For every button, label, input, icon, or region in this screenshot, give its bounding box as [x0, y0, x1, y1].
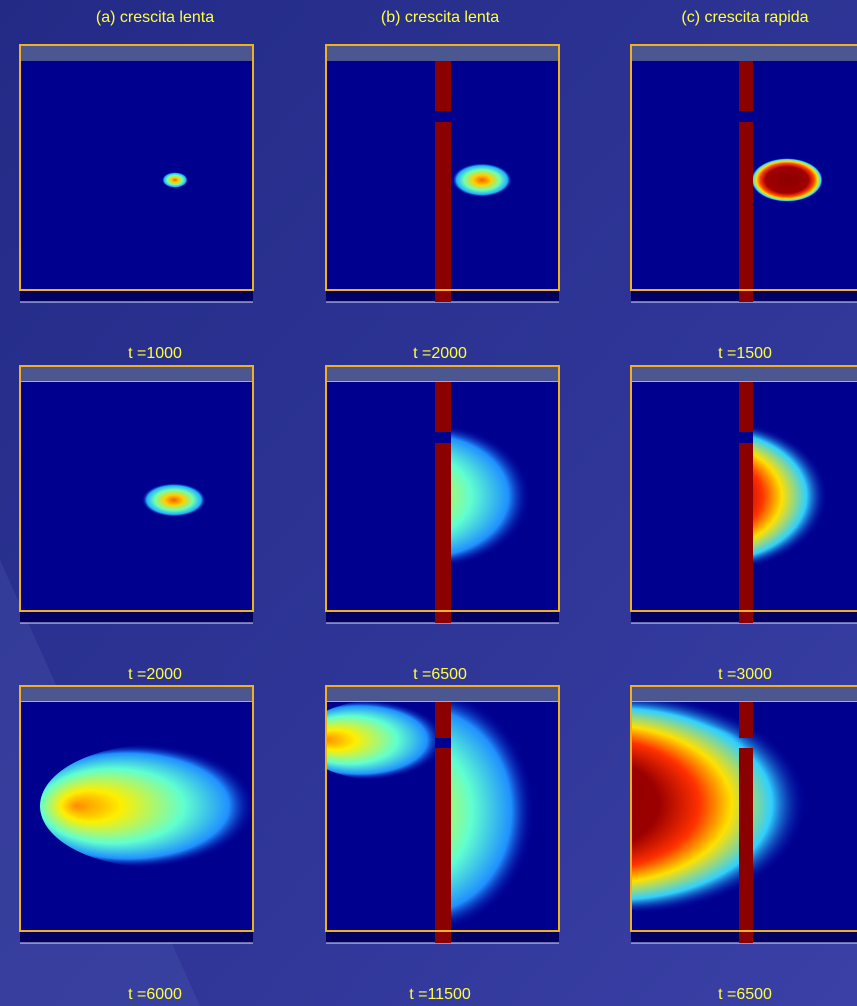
- simulation-panel: [19, 365, 254, 624]
- column-title: (b) crescita lenta: [381, 9, 499, 26]
- simulation-panel: [19, 685, 254, 944]
- panel-footer: [20, 611, 253, 623]
- growth-blob: [40, 744, 253, 868]
- heatmap: [20, 702, 253, 931]
- barrier-top: [435, 382, 451, 432]
- column-title: (a) crescita lenta: [96, 9, 214, 26]
- panel-footer: [20, 290, 253, 302]
- growth-blob: [142, 483, 206, 517]
- panel-header-strip: [631, 45, 857, 61]
- barrier-top: [739, 61, 753, 111]
- panel-header-strip: [20, 686, 253, 702]
- simulation-panel: [630, 365, 857, 624]
- growth-blob: [751, 158, 823, 202]
- time-label: t =2000: [413, 345, 467, 362]
- heatmap-background: [20, 61, 253, 290]
- time-label: t =6000: [128, 986, 182, 1003]
- panel-header-strip: [326, 45, 559, 61]
- simulation-panel: [325, 365, 560, 624]
- simulation-panel: [325, 44, 560, 303]
- barrier-bottom: [435, 443, 451, 623]
- panel-header-strip: [631, 366, 857, 382]
- time-label: t =3000: [718, 666, 772, 683]
- barrier-top: [435, 61, 451, 111]
- panel-frame: [325, 685, 560, 932]
- barrier-top: [739, 382, 753, 432]
- blob-clip: [451, 702, 556, 931]
- heatmap-background: [20, 382, 253, 611]
- panel-frame: [325, 365, 560, 612]
- time-label: t =6500: [718, 986, 772, 1003]
- simulation-panel: [19, 44, 254, 303]
- panel-footer: [20, 931, 253, 943]
- panel-frame: [630, 365, 857, 612]
- blob-clip: [753, 421, 857, 571]
- blob-clip: [326, 702, 435, 780]
- barrier-bottom: [739, 748, 753, 943]
- panel-header-strip: [326, 366, 559, 382]
- panel-frame: [630, 685, 857, 932]
- barrier-top: [739, 702, 753, 738]
- barrier-top: [435, 702, 451, 738]
- growth-blob: [451, 702, 556, 931]
- panel-header-strip: [631, 686, 857, 702]
- panel-frame: [19, 44, 254, 291]
- panel-header-strip: [20, 45, 253, 61]
- time-label: t =6500: [413, 666, 467, 683]
- panel-header-strip: [20, 366, 253, 382]
- column-title: (c) crescita rapida: [681, 9, 808, 26]
- simulation-panel: [325, 685, 560, 944]
- panel-frame: [19, 685, 254, 932]
- time-label: t =1500: [718, 345, 772, 362]
- heatmap: [326, 702, 559, 931]
- growth-blob: [326, 702, 435, 780]
- growth-blob: [753, 421, 857, 571]
- growth-blob: [162, 172, 188, 188]
- growth-blob: [452, 163, 512, 197]
- barrier-bottom: [435, 748, 451, 943]
- heatmap: [20, 382, 253, 611]
- time-label: t =11500: [409, 986, 471, 1003]
- barrier-bottom: [739, 443, 753, 623]
- panel-frame: [630, 44, 857, 291]
- time-label: t =2000: [128, 666, 182, 683]
- growth-blob: [451, 424, 551, 568]
- panel-frame: [325, 44, 560, 291]
- heatmap: [20, 61, 253, 290]
- blob-clip: [451, 424, 551, 568]
- simulation-panel: [630, 44, 857, 303]
- simulation-panel: [630, 685, 857, 944]
- panel-frame: [19, 365, 254, 612]
- barrier-bottom: [739, 122, 753, 302]
- panel-header-strip: [326, 686, 559, 702]
- barrier-bottom: [435, 122, 451, 302]
- time-label: t =1000: [128, 345, 182, 362]
